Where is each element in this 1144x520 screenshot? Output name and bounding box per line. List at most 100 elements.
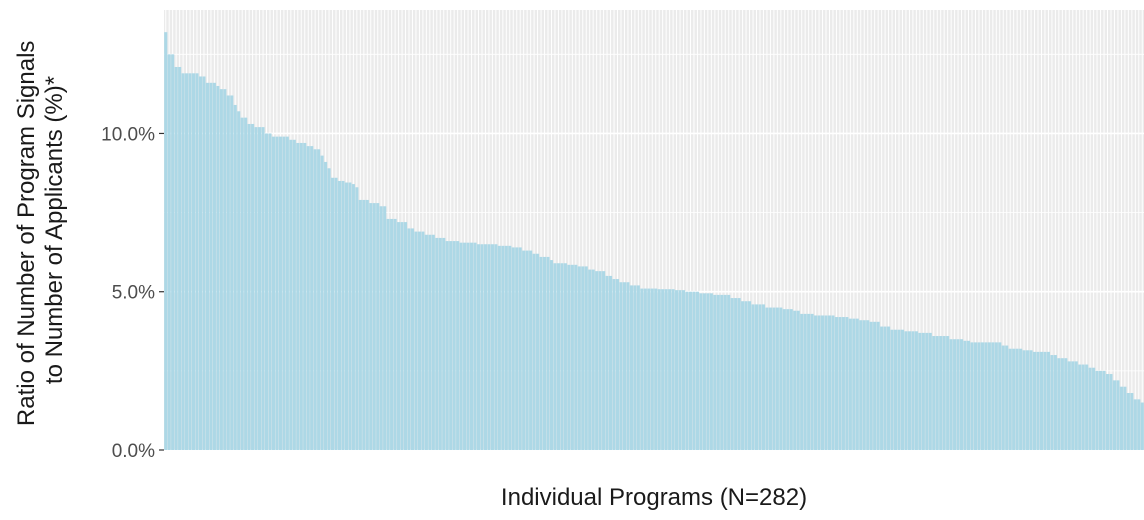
bar (643, 288, 647, 450)
bar (977, 342, 981, 450)
bar (397, 222, 401, 450)
bar (577, 266, 581, 450)
bar (483, 244, 488, 450)
bar (994, 342, 998, 450)
bar (542, 256, 547, 450)
bar (171, 54, 175, 450)
bar (223, 89, 227, 450)
bar (1046, 351, 1050, 450)
bar (209, 82, 213, 450)
bar (744, 301, 748, 450)
bar (334, 177, 338, 450)
bar (671, 289, 675, 450)
bar (873, 321, 877, 450)
bar (233, 104, 237, 451)
bar (765, 307, 769, 450)
bar (327, 168, 331, 450)
bar (796, 310, 800, 450)
bar (536, 253, 540, 450)
bar (449, 241, 453, 450)
bar (393, 218, 397, 450)
bar (515, 247, 519, 450)
bar (859, 320, 863, 450)
bar (567, 264, 571, 450)
bar (869, 321, 873, 450)
bar (789, 309, 793, 450)
bar (198, 76, 203, 450)
bar (317, 149, 321, 450)
bar (466, 242, 470, 450)
bar (991, 342, 995, 450)
bar (188, 73, 192, 450)
bar (1053, 355, 1057, 450)
bar (164, 32, 168, 450)
bar (185, 73, 189, 450)
bar (737, 298, 741, 450)
bar (890, 329, 894, 450)
bar (855, 318, 859, 450)
bar (845, 317, 849, 450)
bar (525, 250, 529, 450)
bar (504, 245, 508, 450)
bar (278, 136, 282, 450)
bar (337, 180, 342, 450)
bar (480, 244, 484, 450)
y-axis-title-line-2: to Number of Applicants (%)* (41, 76, 68, 384)
bar (383, 206, 387, 450)
bar (827, 315, 832, 450)
bar (654, 288, 658, 450)
bar (602, 271, 606, 450)
bar (751, 304, 755, 450)
bar (657, 289, 661, 450)
y-tick-label: 10.0% (101, 124, 155, 145)
bar (560, 263, 564, 450)
bar (1043, 351, 1047, 450)
bar (1050, 355, 1054, 450)
bar (581, 266, 585, 450)
bar (1008, 348, 1012, 450)
bar (230, 95, 234, 450)
bar (963, 340, 967, 450)
bar (1119, 386, 1123, 450)
bar (275, 136, 279, 450)
bar (216, 85, 220, 450)
bar (1060, 358, 1064, 450)
bar (1088, 367, 1092, 450)
bar (219, 89, 223, 450)
bar (782, 309, 786, 450)
bar (1036, 351, 1040, 450)
bar (497, 245, 501, 450)
bar (588, 269, 592, 450)
bar (237, 111, 241, 450)
bar (212, 82, 216, 450)
bar (730, 298, 734, 450)
plot-panel (164, 10, 1144, 450)
bar (727, 294, 731, 450)
bar (734, 298, 738, 450)
bar (758, 304, 762, 450)
bar (195, 73, 199, 450)
bar (716, 294, 720, 450)
bar (261, 127, 265, 451)
bar (1109, 374, 1113, 450)
bar (494, 244, 498, 450)
bar (414, 231, 418, 450)
bar (452, 241, 456, 450)
bar (987, 342, 991, 450)
bar (939, 336, 943, 450)
bar (473, 242, 477, 450)
bar (191, 73, 196, 450)
bar (403, 222, 408, 450)
bar (563, 263, 567, 450)
bar (518, 247, 522, 450)
bar (633, 285, 637, 450)
y-tick-label: 5.0% (112, 283, 155, 304)
bar (553, 263, 557, 450)
bar (966, 340, 971, 450)
bar (296, 142, 300, 450)
bar (761, 304, 766, 450)
bar (1095, 370, 1099, 450)
y-axis-title-line-1: Ratio of Number of Program Signals (13, 41, 40, 427)
bar (490, 244, 494, 450)
